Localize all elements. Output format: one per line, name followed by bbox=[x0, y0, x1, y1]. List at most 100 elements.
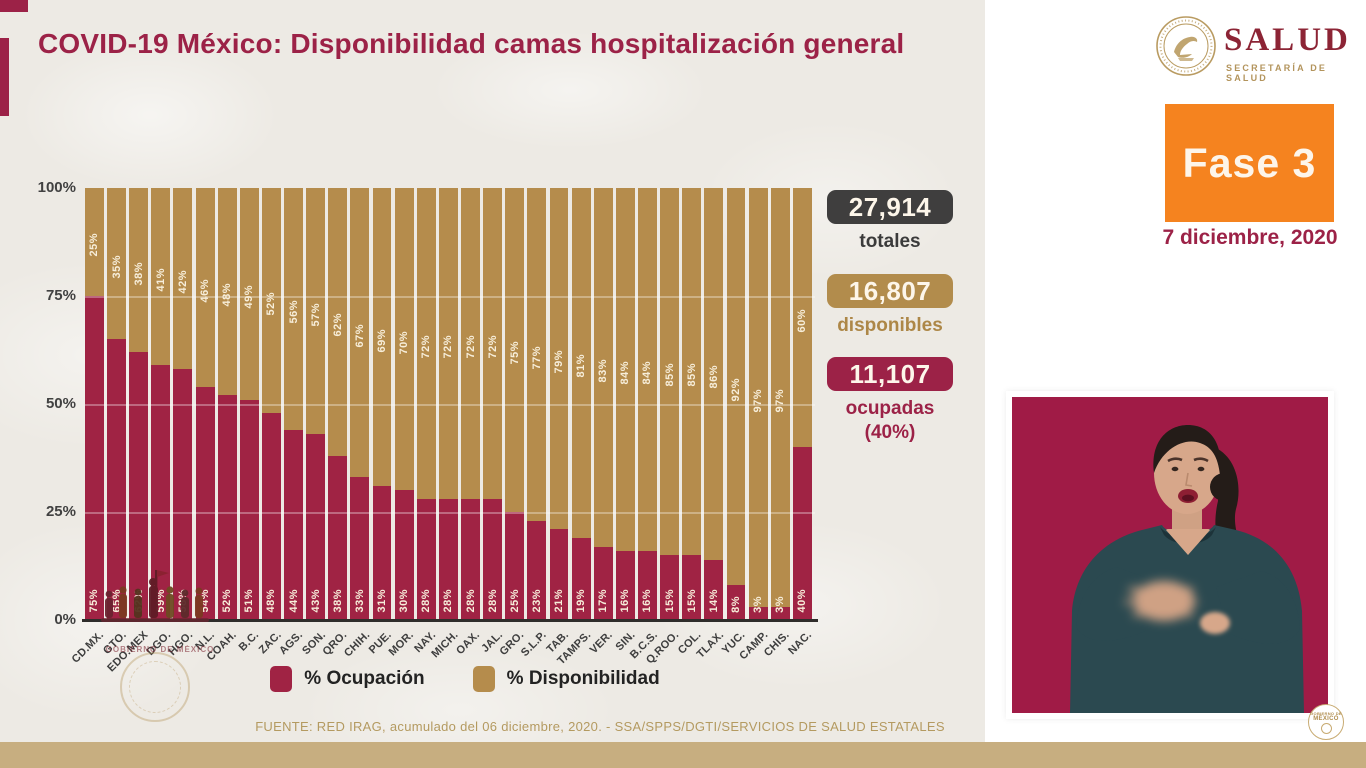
segment-ocupacion bbox=[571, 537, 591, 620]
disponibilidad-value-label: 56% bbox=[287, 300, 300, 324]
disponibilidad-value-label: 77% bbox=[530, 345, 543, 370]
title-accent-bar bbox=[0, 38, 9, 116]
bar-GRO.: 75% 25% bbox=[505, 188, 525, 620]
ocupacion-value-label: 28% bbox=[486, 589, 499, 613]
disponibilidad-value-label: 75% bbox=[508, 341, 521, 365]
ocupacion-value-label: 21% bbox=[552, 589, 565, 613]
disponibilidad-value-label: 25% bbox=[88, 233, 101, 257]
stat-available-label: disponibles bbox=[837, 315, 943, 336]
segment-disponibilidad bbox=[638, 188, 657, 551]
disponibilidad-swatch-icon bbox=[472, 666, 495, 692]
y-tick-25%: 25% bbox=[45, 503, 76, 520]
disponibilidad-value-label: 86% bbox=[707, 365, 720, 389]
gobierno-heroes-watermark-icon bbox=[101, 570, 209, 622]
disponibilidad-value-label: 49% bbox=[243, 285, 256, 309]
stat-occupied-percent: (40%) bbox=[864, 422, 916, 443]
segment-disponibilidad bbox=[350, 188, 370, 478]
y-tick-0%: 0% bbox=[54, 611, 76, 628]
gridline-50 bbox=[85, 404, 815, 406]
segment-disponibilidad bbox=[85, 188, 104, 296]
chart-legend: % Ocupación % Disponibilidad bbox=[85, 666, 845, 692]
stat-total-value: 27,914 bbox=[827, 190, 953, 224]
ocupacion-value-label: 28% bbox=[420, 589, 433, 613]
segment-disponibilidad bbox=[284, 188, 303, 430]
segment-disponibilidad bbox=[306, 188, 326, 435]
disponibilidad-value-label: 85% bbox=[663, 363, 676, 387]
bar-EDO.MEX: 38%62% bbox=[129, 188, 149, 620]
bar-N.L.: 46% 54% bbox=[195, 188, 215, 620]
x-axis-line bbox=[82, 619, 818, 622]
gridline-75 bbox=[85, 296, 815, 298]
gobierno-watermark-seal bbox=[120, 652, 190, 722]
bar-Q.ROO.: 85% 15% bbox=[660, 188, 680, 620]
segment-ocupacion bbox=[151, 365, 171, 620]
segment-ocupacion bbox=[549, 529, 569, 620]
segment-ocupacion bbox=[372, 486, 392, 620]
legend-ocupacion-label: % Ocupación bbox=[304, 668, 425, 689]
disponibilidad-value-label: 84% bbox=[641, 360, 654, 385]
ocupacion-value-label: 15% bbox=[663, 589, 676, 613]
segment-disponibilidad bbox=[239, 188, 259, 400]
x-label-AGS.: AGS. bbox=[277, 629, 306, 658]
disponibilidad-value-label: 72% bbox=[420, 335, 433, 359]
phase-badge-label: Fase 3 bbox=[1182, 139, 1317, 186]
disponibilidad-value-label: 79% bbox=[552, 350, 565, 374]
stat-occupied-beds: 11,107 ocupadas (40%) bbox=[827, 357, 953, 444]
bar-TLAX.: 86% 14% bbox=[704, 188, 724, 620]
ocupacion-value-label: 38% bbox=[331, 589, 344, 613]
segment-ocupacion bbox=[682, 555, 702, 620]
bar-COAH.: 48% 52% bbox=[217, 188, 237, 620]
bar-ZAC.: 52% 48% bbox=[261, 188, 281, 620]
segment-ocupacion bbox=[748, 607, 768, 620]
ocupacion-value-label: 28% bbox=[442, 589, 455, 613]
segment-ocupacion bbox=[660, 555, 680, 620]
segment-ocupacion bbox=[792, 447, 812, 620]
disponibilidad-value-label: 67% bbox=[353, 324, 366, 348]
ocupacion-value-label: 44% bbox=[287, 589, 300, 613]
segment-ocupacion bbox=[85, 296, 104, 620]
segment-disponibilidad bbox=[394, 188, 414, 491]
segment-ocupacion bbox=[505, 512, 525, 620]
x-label-NAC.: NAC. bbox=[786, 629, 815, 658]
disponibilidad-value-label: 92% bbox=[729, 378, 742, 402]
x-label-MOR.: MOR. bbox=[386, 629, 417, 659]
disponibilidad-value-label: 70% bbox=[398, 330, 411, 355]
disponibilidad-value-label: 81% bbox=[575, 354, 588, 378]
plot-area: 25%75%35%65%38%62%41%59%42%58%46%54%48%5… bbox=[85, 188, 815, 620]
segment-disponibilidad bbox=[372, 188, 392, 487]
bar-MICH.: 72% 28% bbox=[438, 188, 458, 620]
disponibilidad-value-label: 52% bbox=[265, 291, 278, 316]
stat-total-label: totales bbox=[859, 231, 921, 252]
segment-ocupacion bbox=[461, 499, 480, 620]
ocupacion-value-label: 3% bbox=[752, 596, 765, 613]
segment-ocupacion bbox=[726, 585, 746, 620]
ocupacion-value-label: 16% bbox=[641, 589, 654, 613]
y-tick-100%: 100% bbox=[37, 179, 76, 196]
segment-ocupacion bbox=[483, 499, 503, 620]
bar-PUE.: 69% 31% bbox=[372, 188, 392, 620]
legend-item-ocupacion: % Ocupación bbox=[270, 666, 425, 692]
segment-ocupacion bbox=[638, 550, 657, 620]
segment-ocupacion bbox=[261, 412, 281, 620]
segment-disponibilidad bbox=[682, 188, 702, 556]
bar-SIN.: 84% 16% bbox=[615, 188, 635, 620]
segment-disponibilidad bbox=[615, 188, 635, 551]
bar-OAX.: 72% 28% bbox=[461, 188, 480, 620]
segment-disponibilidad bbox=[527, 188, 547, 521]
segment-disponibilidad bbox=[660, 188, 680, 556]
bar-AGS.: 56% 44% bbox=[284, 188, 303, 620]
segment-disponibilidad bbox=[505, 188, 525, 512]
x-label-VER.: VER. bbox=[588, 629, 616, 657]
segment-disponibilidad bbox=[416, 188, 436, 500]
segment-ocupacion bbox=[328, 455, 348, 620]
segment-disponibilidad bbox=[704, 188, 724, 560]
segment-ocupacion bbox=[129, 352, 149, 620]
bar-GTO.: 35% 65% bbox=[107, 188, 127, 620]
segment-disponibilidad bbox=[107, 188, 127, 340]
disponibilidad-value-label: 48% bbox=[221, 283, 234, 307]
stat-total-beds: 27,914 totales bbox=[827, 190, 953, 253]
bar-CD.MX.: 25% 75% bbox=[85, 188, 104, 620]
ocupacion-value-label: 17% bbox=[597, 589, 610, 613]
phase-badge: Fase 3 bbox=[1165, 104, 1334, 222]
